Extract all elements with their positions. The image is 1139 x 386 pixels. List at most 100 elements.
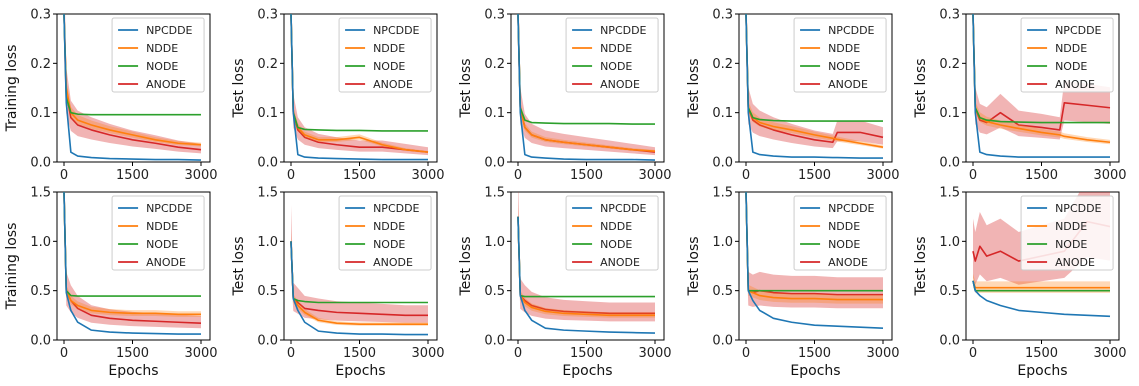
legend-label-npcdde: NPCDDE	[373, 24, 419, 37]
xtick-label: 0	[60, 168, 68, 183]
subplot-r1c3: 0.0 0.1 0.2 0.3 0 1500 3000 Test loss NPCDDE NDDE…	[458, 8, 672, 184]
anode-band	[291, 205, 428, 323]
xtick-label: 0	[514, 168, 522, 183]
legend-label-node: NODE	[600, 60, 632, 73]
legend-box	[338, 17, 432, 93]
xlabel: Epochs	[790, 363, 840, 379]
anode-band	[973, 14, 1110, 140]
legend-label-npcdde: NPCDDE	[1055, 202, 1101, 215]
legend-label-ndde: NDDE	[146, 220, 178, 233]
ytick-label: 1.5	[484, 186, 505, 201]
legend-box	[793, 195, 887, 271]
series-line-node	[517, 216, 655, 298]
legend-label-anode: ANODE	[600, 78, 640, 91]
ylabel: Test loss	[913, 58, 929, 118]
xtick-label: 3000	[184, 168, 217, 183]
xtick-label: 3000	[184, 346, 217, 361]
ytick-label: 0.1	[257, 106, 278, 121]
series-line-node	[972, 280, 1110, 292]
anode-band	[291, 14, 428, 156]
legend-label-node: NODE	[1055, 238, 1087, 251]
ytick-label: 0.2	[30, 57, 51, 72]
series-line-ndde	[63, 14, 202, 146]
series-line-ndde	[745, 192, 883, 301]
ytick-label: 1.0	[712, 235, 733, 250]
ytick-label: 1.0	[939, 235, 960, 250]
legend: NPCDDE NDDE NODE ANODE	[111, 17, 205, 93]
ytick-label: 0.3	[257, 8, 278, 23]
xtick-label: 1500	[798, 346, 831, 361]
ytick-label: 0.0	[939, 334, 960, 349]
series-line-npcdde	[290, 14, 428, 161]
legend-label-node: NODE	[146, 238, 178, 251]
legend-label-ndde: NDDE	[1055, 220, 1087, 233]
legend-label-ndde: NDDE	[373, 220, 405, 233]
plot-area	[517, 192, 656, 334]
subplot-r1c1: 0.0 0.1 0.2 0.3 0 1500 3000 Training loss NPCDDE…	[4, 8, 218, 184]
ndde-band	[746, 192, 883, 304]
series-line-npcdde	[972, 280, 1111, 318]
xlabel: Epochs	[562, 363, 612, 379]
ytick-label: 0.0	[484, 334, 505, 349]
anode-band	[518, 192, 655, 322]
legend-label-npcdde: NPCDDE	[828, 24, 874, 37]
ytick-label: 0.0	[712, 334, 733, 349]
ytick-label: 1.5	[30, 186, 51, 201]
series-line-npcdde	[517, 14, 656, 161]
series-line-anode	[290, 241, 428, 317]
ylabel: Test loss	[458, 58, 474, 118]
legend-label-anode: ANODE	[828, 256, 868, 269]
ytick-label: 0.2	[257, 57, 278, 72]
ylabel: Test loss	[231, 58, 247, 118]
ytick-label: 0.0	[484, 156, 505, 171]
ytick-label: 1.5	[939, 186, 960, 201]
subplot-r1c2: 0.0 0.1 0.2 0.3 0 1500 3000 Test loss NPCDDE NDDE…	[231, 8, 445, 184]
xtick-label: 0	[742, 168, 750, 183]
legend-label-anode: ANODE	[600, 256, 640, 269]
ndde-band	[64, 192, 201, 317]
plot-area	[745, 14, 884, 159]
ylabel: Test loss	[686, 58, 702, 118]
xtick-label: 0	[969, 346, 977, 361]
legend-label-ndde: NDDE	[600, 42, 632, 55]
legend-label-npcdde: NPCDDE	[146, 202, 192, 215]
plot-area	[63, 14, 202, 161]
ytick-label: 0.1	[939, 106, 960, 121]
legend-label-anode: ANODE	[373, 256, 413, 269]
xlabel: Epochs	[108, 363, 158, 379]
series-line-ndde	[517, 216, 655, 317]
ylabel: Test loss	[231, 236, 247, 296]
subplot-r2c1: 0.0 0.5 1.0 1.5 0 1500 3000 Training loss Epochs…	[4, 186, 218, 380]
subplot-r2c2: 0.0 0.5 1.0 1.5 0 1500 3000 Test loss Epochs NPCD…	[231, 186, 445, 380]
legend: NPCDDE NDDE NODE ANODE	[565, 195, 659, 271]
xtick-label: 0	[287, 168, 295, 183]
legend-label-anode: ANODE	[373, 78, 413, 91]
legend-box	[1020, 17, 1114, 93]
anode-band	[746, 192, 883, 309]
xlabel: Epochs	[1017, 363, 1067, 379]
series-line-node	[290, 14, 428, 132]
series-line-ndde	[290, 241, 428, 326]
xtick-label: 1500	[343, 346, 376, 361]
ytick-label: 0.0	[712, 156, 733, 171]
legend-label-ndde: NDDE	[828, 220, 860, 233]
xtick-label: 0	[969, 168, 977, 183]
legend-label-ndde: NDDE	[600, 220, 632, 233]
series-line-npcdde	[63, 192, 201, 335]
series-line-ndde	[63, 192, 201, 316]
legend-label-npcdde: NPCDDE	[146, 24, 192, 37]
xtick-label: 0	[742, 346, 750, 361]
ytick-label: 0.1	[712, 106, 733, 121]
series-line-npcdde	[290, 241, 428, 336]
subplot-r2c5: 0.0 0.5 1.0 1.5 0 1500 3000 Test loss Epochs NPCD…	[913, 186, 1127, 380]
ytick-label: 0.0	[939, 156, 960, 171]
ytick-label: 0.3	[712, 8, 733, 23]
legend-label-ndde: NDDE	[146, 42, 178, 55]
xtick-label: 0	[514, 346, 522, 361]
ytick-label: 1.0	[484, 235, 505, 250]
xtick-label: 3000	[1093, 346, 1126, 361]
legend-label-anode: ANODE	[1055, 256, 1095, 269]
legend-box	[565, 195, 659, 271]
legend-label-ndde: NDDE	[828, 42, 860, 55]
legend: NPCDDE NDDE NODE ANODE	[111, 195, 205, 271]
